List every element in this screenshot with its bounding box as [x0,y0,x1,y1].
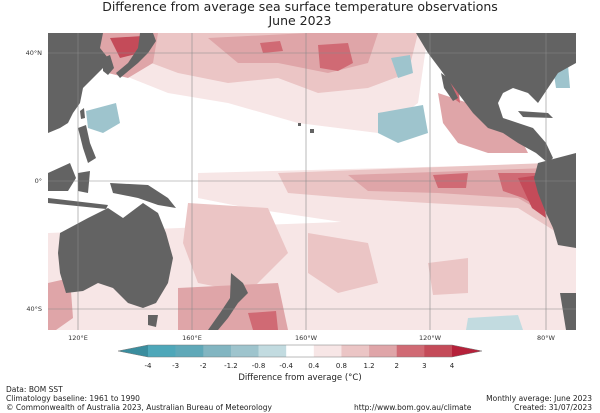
colorbar-tick-label: -3 [172,362,180,370]
colorbar-outline [118,344,482,358]
colorbar-tick-label: -1.2 [224,362,238,370]
lat-label-equator: 0° [34,177,42,185]
colorbar-tick-label: -0.8 [251,362,266,370]
anomaly-equatorial-hot [433,173,548,213]
footer-left: Data: BOM SST Climatology baseline: 1961… [6,385,272,412]
colorbar-tick-label: -2 [199,362,207,370]
anomaly-west-pacific-cool [86,103,120,133]
land-north-america [416,33,576,163]
title-line-2: June 2023 [268,13,332,28]
colorbar-segment [369,345,398,357]
footer-copyright: © Commonwealth of Australia 2023, Austra… [6,403,272,412]
land-hawaii [298,123,314,133]
anomaly-ne-pacific-cool [378,105,428,143]
colorbar-segment [424,345,453,357]
land-australia [58,203,173,308]
anomaly-far-south-cool [466,315,523,330]
land-tasmania [148,315,158,327]
land-korea [103,55,114,75]
colorbar-segment [396,345,425,357]
colorbar-tick-label: 4 [449,362,455,370]
land-new-zealand [208,273,248,330]
colorbar-tick-label: 2 [394,362,399,370]
colorbar [118,344,482,358]
lon-label-160w: 160°W [294,334,318,342]
colorbar-tick-label: -0.4 [279,362,294,370]
footer-right: Monthly average: June 2023 Created: 31/0… [486,394,592,412]
footer-baseline: Climatology baseline: 1961 to 1990 [6,394,140,403]
colorbar-tick-label: -4 [144,362,152,370]
land-taiwan-philippines [78,108,96,163]
anomaly-north-hot-patch-1 [318,43,353,71]
colorbar-segment [258,345,287,357]
colorbar-tick-label: 0.4 [308,362,320,370]
colorbar-segment [148,345,176,357]
land-caribbean [518,111,553,118]
colorbar-label: Difference from average (°C) [238,373,362,383]
title-line-1: Difference from average sea surface temp… [102,0,498,14]
anomaly-tasman-hot [248,311,278,330]
land-new-guinea [110,183,176,208]
lon-label-160e: 160°E [182,334,202,342]
map-title: Difference from average sea surface temp… [0,0,600,28]
footer-monthly-average: Monthly average: June 2023 [486,394,592,403]
colorbar-extend-low [118,345,148,357]
colorbar-segment [313,345,342,357]
map-canvas [48,33,576,330]
colorbar-tick-label: 3 [422,362,427,370]
land-baja [441,73,458,101]
footer-created-date: Created: 31/07/2023 [514,403,592,412]
colorbar-extend-high [452,345,482,357]
colorbar-segment [286,345,315,357]
land-japan [116,33,156,78]
colorbar-tick-label: 1.2 [363,362,375,370]
anomaly-north-hot-patch-2 [260,41,283,53]
land-south-america [534,153,576,330]
lon-label-120e: 120°E [68,334,88,342]
anomaly-ne-pacific-cool-small [391,55,413,78]
lat-label-40n: 40°N [25,49,42,57]
anomaly-japan-sea-hot [110,36,143,58]
lon-label-120w: 120°W [418,334,442,342]
colorbar-segment [341,345,370,357]
footer-url[interactable]: http://www.bom.gov.au/climate [354,403,472,412]
footer-data-source: Data: BOM SST [6,385,63,394]
anomaly-south-central-warm [308,233,468,295]
anomaly-coral-sea-warm [183,203,288,293]
colorbar-segment [230,345,259,357]
colorbar-tick-label: 0.8 [335,362,348,370]
colorbar-segment [175,345,204,357]
colorbar-segment [203,345,232,357]
graticule [48,33,576,330]
sst-anomaly-map [48,33,576,330]
lon-label-80w: 80°W [537,334,555,342]
lat-label-40s: 40°S [26,305,42,313]
